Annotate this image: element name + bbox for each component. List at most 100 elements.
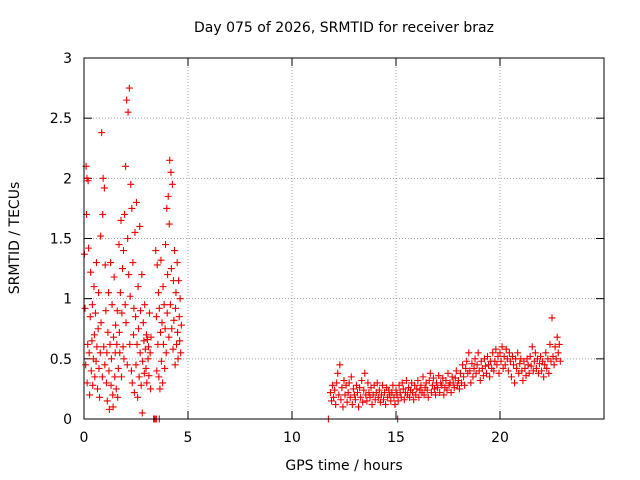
data-point — [130, 331, 138, 339]
data-point — [156, 385, 164, 393]
data-point — [382, 401, 390, 409]
data-point — [174, 355, 182, 363]
data-point — [338, 384, 346, 392]
data-point — [111, 373, 119, 381]
data-point — [545, 369, 553, 377]
data-point — [413, 385, 421, 393]
data-point — [514, 349, 522, 357]
data-point — [125, 84, 133, 92]
data-point — [166, 156, 174, 164]
data-point — [88, 301, 96, 309]
data-point — [138, 409, 146, 417]
data-point — [94, 385, 102, 393]
data-point — [504, 367, 512, 375]
data-point — [154, 289, 162, 297]
data-point — [161, 325, 169, 333]
data-point — [152, 247, 160, 255]
data-point — [135, 373, 143, 381]
data-point — [406, 393, 414, 401]
data-point — [481, 362, 489, 370]
data-point — [167, 265, 175, 273]
data-point — [510, 361, 518, 369]
data-point — [415, 393, 423, 401]
data-point — [410, 396, 418, 404]
data-point — [329, 381, 337, 389]
data-point — [554, 349, 562, 357]
data-point — [532, 364, 540, 372]
data-point — [440, 391, 448, 399]
data-point — [97, 319, 105, 327]
data-point — [392, 386, 400, 394]
data-point — [552, 355, 560, 363]
data-point — [88, 337, 96, 345]
data-point — [159, 283, 167, 291]
data-point — [90, 331, 98, 339]
data-point — [361, 369, 369, 377]
data-point — [168, 325, 176, 333]
data-point — [153, 367, 161, 375]
data-point — [344, 389, 352, 397]
data-point — [110, 333, 118, 341]
data-point — [90, 283, 98, 291]
data-point — [142, 331, 150, 339]
data-point — [129, 259, 137, 267]
data-point — [113, 340, 121, 348]
data-point — [147, 333, 155, 341]
data-point — [497, 357, 505, 365]
data-point — [168, 180, 176, 188]
data-point — [425, 376, 433, 384]
data-point — [100, 343, 108, 351]
y-axis-label: SRMTID / TECUs — [7, 182, 23, 295]
x-tick-label: 10 — [283, 430, 301, 446]
y-tick-label: 1.5 — [50, 232, 72, 248]
data-point — [468, 360, 476, 368]
data-point — [121, 210, 129, 218]
data-point — [354, 389, 362, 397]
data-point — [494, 352, 502, 360]
data-point — [493, 361, 501, 369]
data-point — [334, 369, 342, 377]
data-point — [505, 349, 513, 357]
data-point — [360, 386, 368, 394]
data-point — [548, 314, 556, 322]
y-tick-label: 3 — [63, 51, 72, 67]
data-point — [492, 345, 500, 353]
data-point — [163, 309, 171, 317]
data-point — [84, 340, 92, 348]
data-point — [142, 364, 150, 372]
y-tick-label: 2.5 — [50, 111, 72, 127]
x-tick-label: 0 — [80, 430, 89, 446]
data-point — [511, 379, 519, 387]
data-point — [546, 340, 554, 348]
data-point — [107, 259, 115, 267]
data-point — [123, 361, 131, 369]
data-point — [339, 403, 347, 411]
data-point — [357, 393, 365, 401]
data-point — [123, 96, 131, 104]
data-point — [539, 357, 547, 365]
data-point — [513, 364, 521, 372]
data-point — [107, 355, 115, 363]
data-point — [524, 361, 532, 369]
data-point — [473, 361, 481, 369]
data-point — [551, 343, 559, 351]
data-point — [171, 361, 179, 369]
data-point — [82, 361, 90, 369]
data-point — [330, 393, 338, 401]
data-point — [99, 210, 107, 218]
data-point — [117, 373, 125, 381]
data-point — [115, 241, 123, 249]
data-point — [452, 367, 460, 375]
data-point — [139, 357, 147, 365]
y-tick-label: 2 — [63, 171, 72, 187]
data-point — [434, 384, 442, 392]
data-point — [411, 381, 419, 389]
data-point — [491, 357, 499, 365]
data-point — [389, 381, 397, 389]
data-point — [444, 369, 452, 377]
data-point — [521, 364, 529, 372]
data-point — [132, 198, 140, 206]
data-point — [98, 373, 106, 381]
data-point — [152, 313, 160, 321]
data-point — [146, 309, 154, 317]
